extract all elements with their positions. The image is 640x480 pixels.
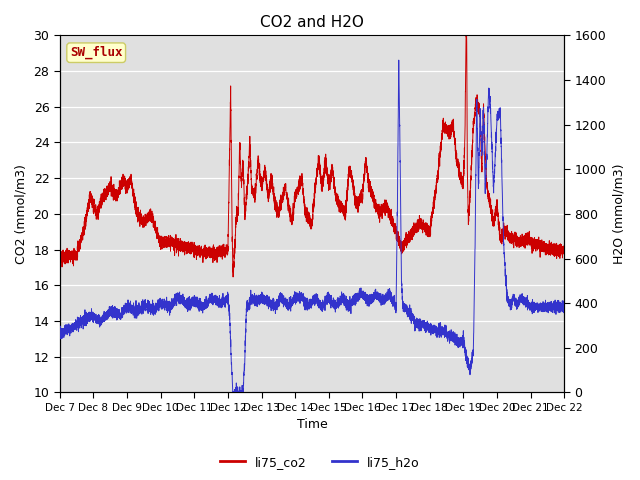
Text: SW_flux: SW_flux <box>70 46 122 60</box>
X-axis label: Time: Time <box>296 419 328 432</box>
Title: CO2 and H2O: CO2 and H2O <box>260 15 364 30</box>
Y-axis label: H2O (mmol/m3): H2O (mmol/m3) <box>612 164 625 264</box>
Legend: li75_co2, li75_h2o: li75_co2, li75_h2o <box>215 451 425 474</box>
Y-axis label: CO2 (mmol/m3): CO2 (mmol/m3) <box>15 164 28 264</box>
